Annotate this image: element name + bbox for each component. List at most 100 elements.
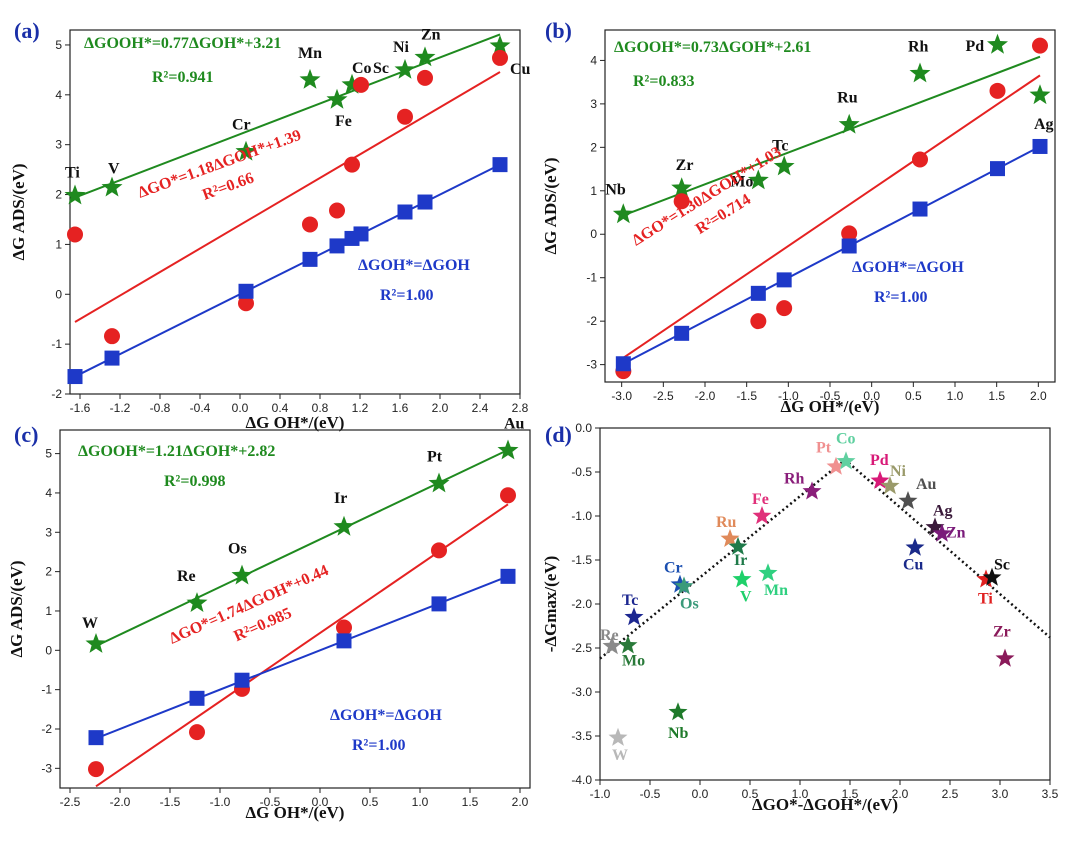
element-label-w: W <box>82 615 98 632</box>
element-label-zn: Zn <box>946 525 966 542</box>
panel-label: (b) <box>545 18 572 43</box>
x-tick-label: 1.6 <box>392 401 409 415</box>
oh-square-point <box>492 157 508 173</box>
y-tick-label: 2 <box>590 140 597 154</box>
volcano-point-pd <box>870 470 890 489</box>
oh-square-point <box>67 369 83 385</box>
oh-square-point <box>104 350 120 366</box>
oh-square-point <box>841 238 857 254</box>
y-tick-label: 4 <box>55 88 62 102</box>
o-circle-point <box>336 619 352 636</box>
volcano-point-v <box>732 569 752 588</box>
x-tick-label: 0.0 <box>232 401 249 415</box>
ooh-star-point <box>235 140 257 161</box>
o-circle-point <box>989 82 1006 99</box>
element-label-rh: Rh <box>908 38 929 55</box>
volcano-point-zn <box>932 523 952 542</box>
ooh-r2: R²=0.833 <box>633 73 694 90</box>
oh-equation: ΔGOH*=ΔGOH <box>358 257 470 274</box>
oh-square-point <box>397 204 413 220</box>
element-label-cr: Cr <box>664 560 683 577</box>
y-tick-label: 0 <box>55 287 62 301</box>
y-axis-title: ΔG ADS/(eV) <box>9 163 28 260</box>
element-label-os: Os <box>228 541 247 558</box>
oh-square-point <box>417 194 433 210</box>
volcano-point-os <box>674 576 694 595</box>
volcano-point-ir <box>728 536 748 555</box>
y-tick-label: 2 <box>55 188 62 202</box>
ooh-star-point <box>773 155 795 176</box>
element-label-ag: Ag <box>933 502 953 519</box>
volcano-point-fe <box>752 506 772 525</box>
element-label-cu: Cu <box>510 61 531 78</box>
y-tick-label: -2.0 <box>571 597 592 611</box>
element-label-pd: Pd <box>870 452 889 469</box>
y-tick-label: 5 <box>55 38 62 52</box>
ooh-star-point <box>85 633 107 653</box>
oh-square-point <box>750 285 766 301</box>
oh-square-point <box>336 633 352 649</box>
o-circle-point <box>912 151 928 168</box>
x-axis-title: ΔG OH*/(eV) <box>246 803 345 822</box>
volcano-point-sc <box>982 567 1002 586</box>
y-tick-label: -3.5 <box>571 729 592 743</box>
x-tick-label: -1.0 <box>778 389 799 403</box>
element-label-pt: Pt <box>816 440 832 457</box>
x-tick-label: 2.0 <box>512 795 529 809</box>
x-tick-label: 0.5 <box>742 787 759 801</box>
volcano-point-ni <box>880 476 900 495</box>
x-tick-label: 2.0 <box>432 401 449 415</box>
y-axis-title: ΔG ADS/(eV) <box>7 560 26 657</box>
x-tick-label: -3.0 <box>611 389 632 403</box>
o-circle-point <box>1032 37 1048 54</box>
oh-square-point <box>912 201 928 217</box>
x-tick-label: 1.0 <box>792 787 809 801</box>
oh-square-point <box>674 325 690 341</box>
element-label-mo: Mo <box>622 652 645 669</box>
element-label-ir: Ir <box>734 552 747 569</box>
oh-square-point <box>189 690 205 706</box>
element-label-zr: Zr <box>993 624 1011 641</box>
element-label-rh: Rh <box>784 470 805 487</box>
o-circle-point <box>397 108 413 125</box>
o-circle-point <box>492 49 508 66</box>
volcano-point-co <box>836 451 856 470</box>
element-label-ir: Ir <box>334 490 347 507</box>
ooh-equation: ΔGOOH*=0.77ΔGOH*+3.21 <box>84 35 281 52</box>
fit-line-oh <box>622 145 1041 365</box>
fit-line-o <box>74 71 501 323</box>
o-circle-point <box>841 225 858 242</box>
y-tick-label: -1 <box>41 683 52 697</box>
plot-frame <box>59 429 531 789</box>
ooh-r2: R²=0.941 <box>152 69 213 86</box>
y-tick-label: -1 <box>51 337 62 351</box>
volcano-point-mn <box>758 563 778 582</box>
volcano-point-ru <box>720 528 740 547</box>
x-tick-label: -2.0 <box>110 795 131 809</box>
panel-a: (a) -1.6 -1.2 -0.8 -0.4 0.0 0.4 0.8 1.2 1.6 2.0 2.4… <box>9 18 531 432</box>
ooh-star-point <box>671 177 693 198</box>
x-tick-label: -0.5 <box>260 795 281 809</box>
y-tick-label: -2 <box>586 314 597 328</box>
ooh-star-point <box>1029 84 1051 105</box>
element-label-sc: Sc <box>373 60 389 77</box>
ooh-star-point <box>612 203 634 224</box>
ooh-star-point <box>186 592 208 612</box>
ooh-star-point <box>489 35 511 55</box>
x-tick-label: 2.5 <box>942 787 959 801</box>
x-tick-label: -1.0 <box>210 795 231 809</box>
x-tick-label: -2.5 <box>60 795 81 809</box>
y-tick-label: -1.0 <box>571 509 592 523</box>
x-tick-label: 2.8 <box>512 401 529 415</box>
volcano-point-rh <box>802 481 822 500</box>
element-label-tc: Tc <box>622 592 638 609</box>
ooh-star-point <box>101 176 123 197</box>
ooh-star-point <box>394 58 416 79</box>
x-tick-label: -1.6 <box>70 401 91 415</box>
o-circle-point <box>329 202 345 219</box>
y-tick-label: -2 <box>51 387 62 401</box>
volcano-point-w <box>608 727 628 746</box>
x-tick-label: 1.5 <box>842 787 859 801</box>
element-label-mo: Mo <box>730 173 753 190</box>
